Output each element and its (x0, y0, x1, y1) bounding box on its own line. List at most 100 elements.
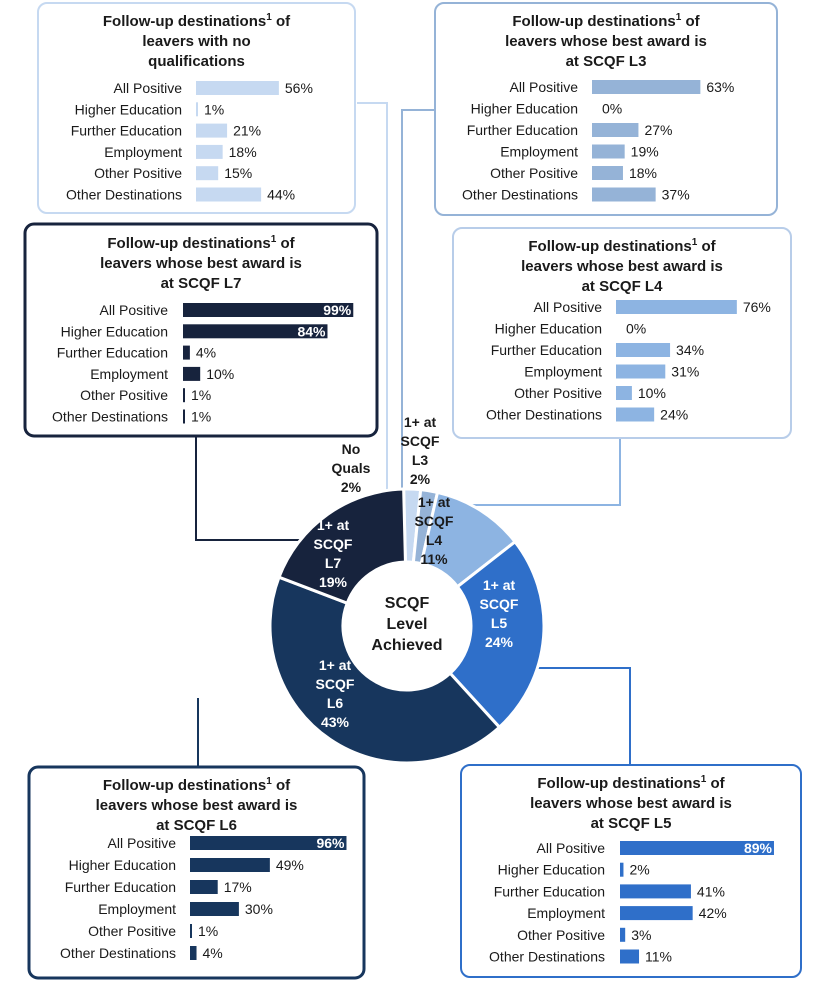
value-label: 41% (697, 883, 725, 899)
category-label: Employment (104, 144, 182, 160)
donut-slice-label: No (342, 441, 361, 457)
panel-border-l5 (460, 764, 802, 978)
bar-l7-3 (183, 366, 201, 381)
value-label: 17% (224, 879, 252, 895)
panel-title-noquals: Follow-up destinations1 of (103, 12, 291, 30)
donut-slice-label: 1+ at (317, 517, 350, 533)
value-label: 11% (645, 949, 672, 965)
panel-title-l5: Follow-up destinations1 of (537, 774, 725, 792)
category-label: Other Destinations (66, 187, 182, 203)
bar-l4-5 (616, 407, 655, 422)
category-label: Employment (98, 901, 176, 917)
value-label: 44% (267, 187, 295, 203)
category-label: Employment (90, 366, 168, 382)
value-label: 27% (644, 122, 672, 138)
donut-slice-label: 1+ at (483, 577, 516, 593)
value-label: 0% (626, 321, 646, 337)
value-label: 1% (198, 923, 218, 939)
value-label: 4% (203, 945, 223, 961)
value-label: 24% (660, 407, 688, 423)
value-label: 21% (233, 123, 261, 139)
value-label: 18% (229, 144, 257, 160)
bar-l3-4 (592, 166, 623, 180)
bar-l3-5 (592, 187, 656, 202)
value-label: 15% (224, 165, 252, 181)
category-label: Other Positive (517, 927, 605, 943)
category-label: Higher Education (498, 862, 605, 878)
value-label: 10% (638, 385, 666, 401)
connector-line-3 (195, 437, 315, 541)
bar-l3-0 (592, 80, 701, 94)
category-label: Employment (524, 364, 602, 380)
donut-slice-label: L4 (426, 532, 443, 548)
category-label: Other Destinations (462, 187, 578, 203)
value-label: 0% (602, 101, 622, 117)
value-label: 18% (629, 165, 657, 181)
category-label: Higher Education (61, 323, 168, 339)
bar-l7-1 (183, 324, 328, 339)
panel-title-l5: at SCQF L5 (591, 815, 672, 832)
value-label: 63% (706, 79, 734, 95)
category-label: Other Destinations (489, 949, 605, 965)
category-label: Other Positive (514, 385, 602, 401)
category-label: Further Education (57, 345, 168, 361)
bar-l5-0 (620, 841, 774, 855)
panel-title-l6: at SCQF L6 (156, 817, 237, 834)
donut-center-label: SCQF (385, 595, 430, 612)
connector-line-1 (401, 109, 435, 492)
category-label: Higher Education (69, 857, 176, 873)
bar-noquals-4 (196, 166, 219, 181)
bar-l6-3 (190, 902, 239, 916)
donut-slice-label: L6 (327, 695, 344, 711)
value-label: 84% (297, 323, 326, 339)
donut-slice-label: 43% (321, 714, 350, 730)
category-label: All Positive (510, 79, 579, 95)
bar-l5-3 (620, 906, 693, 921)
category-label: Other Positive (94, 165, 182, 181)
category-label: Other Destinations (486, 407, 602, 423)
value-label: 19% (631, 144, 659, 160)
bar-noquals-2 (196, 123, 228, 138)
bar-l6-0 (190, 836, 347, 850)
panel-title-l4: leavers whose best award is (521, 258, 723, 275)
donut-slice-4 (268, 575, 502, 765)
bar-l7-0 (183, 303, 354, 317)
category-label: Other Destinations (52, 409, 168, 425)
value-label: 89% (744, 840, 773, 856)
bar-l3-3 (592, 144, 625, 159)
value-label: 37% (662, 187, 690, 203)
category-label: Further Education (71, 123, 182, 139)
donut-slice-label: 1+ at (319, 657, 352, 673)
connector-lines (195, 102, 631, 768)
donut-slice-label: SCQF (314, 536, 353, 552)
bar-l4-4 (616, 386, 632, 400)
category-label: Other Positive (80, 387, 168, 403)
bar-l7-5 (183, 409, 185, 424)
donut-slice-label: L3 (412, 452, 429, 468)
panel-border-l3 (434, 2, 778, 216)
bar-l5-4 (620, 927, 626, 942)
panel-title-noquals: qualifications (148, 53, 245, 70)
category-label: Further Education (65, 879, 176, 895)
bar-l6-5 (190, 946, 197, 960)
panel-title-l3: leavers whose best award is (505, 33, 707, 50)
panel-title-l3: at SCQF L3 (566, 53, 647, 70)
bar-l5-2 (620, 884, 691, 899)
value-label: 1% (204, 101, 224, 117)
value-label: 99% (323, 302, 352, 318)
donut-slice-3 (448, 539, 546, 730)
value-label: 3% (631, 927, 651, 943)
panel-border-l6 (27, 765, 366, 980)
value-label: 10% (206, 366, 234, 382)
donut-slice-label: SCQF (415, 513, 454, 529)
bar-noquals-5 (196, 187, 262, 202)
category-label: Higher Education (495, 321, 602, 337)
bar-l4-2 (616, 343, 671, 357)
connector-line-2 (472, 438, 621, 506)
bar-l5-5 (620, 949, 640, 964)
donut-center-label: Achieved (371, 637, 442, 654)
bar-l6-2 (190, 880, 218, 894)
donut-slice-label: SCQF (480, 596, 519, 612)
donut-slice-label: SCQF (316, 676, 355, 692)
